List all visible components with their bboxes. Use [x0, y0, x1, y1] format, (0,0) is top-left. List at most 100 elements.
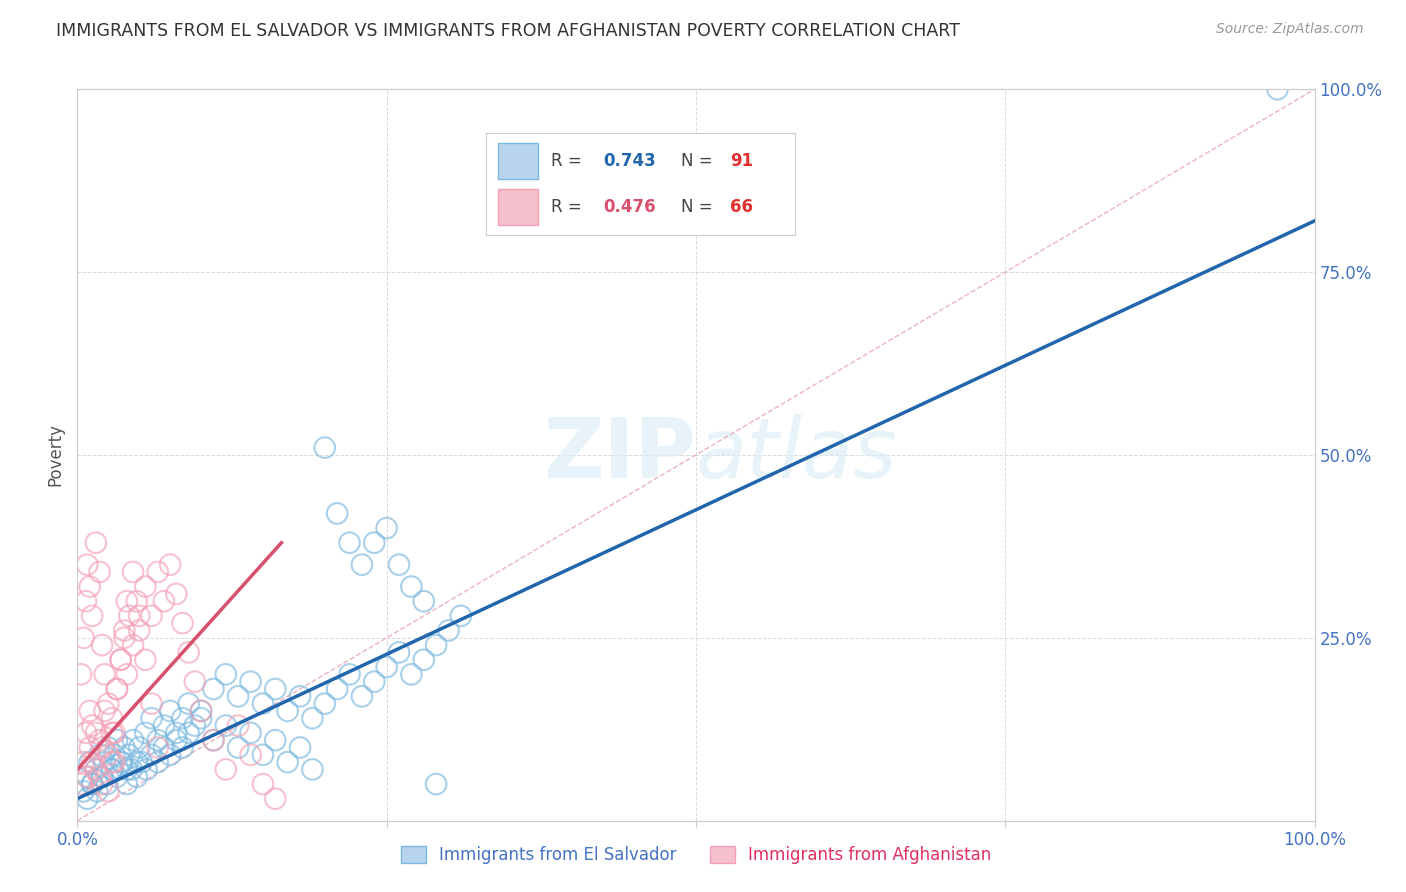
Point: [277, 755, 299, 769]
Point: [89, 733, 111, 747]
Text: 0.743: 0.743: [603, 152, 657, 169]
Legend: Immigrants from El Salvador, Immigrants from Afghanistan: Immigrants from El Salvador, Immigrants …: [394, 839, 998, 871]
Point: [425, 638, 447, 652]
Point: [165, 587, 187, 601]
Point: [177, 645, 200, 659]
Point: [101, 711, 124, 725]
Point: [84, 535, 107, 549]
Point: [450, 608, 472, 623]
Point: [131, 755, 153, 769]
Text: N =: N =: [681, 152, 717, 169]
Point: [97, 740, 120, 755]
Point: [128, 740, 150, 755]
Bar: [498, 144, 538, 179]
Point: [110, 653, 132, 667]
Point: [84, 726, 107, 740]
Point: [141, 697, 163, 711]
Point: [105, 733, 128, 747]
Point: [101, 763, 124, 777]
Point: [184, 718, 207, 732]
Point: [425, 777, 447, 791]
Point: [363, 674, 385, 689]
Point: [101, 726, 124, 740]
Point: [135, 763, 157, 777]
Point: [121, 763, 143, 777]
Point: [388, 645, 411, 659]
Point: [76, 770, 98, 784]
Point: [134, 580, 156, 594]
Point: [134, 726, 156, 740]
Point: [252, 697, 274, 711]
Point: [103, 755, 125, 769]
Point: [96, 777, 118, 791]
Point: [153, 718, 176, 732]
Text: R =: R =: [551, 198, 586, 216]
Point: [146, 740, 169, 755]
Point: [89, 747, 111, 762]
Point: [350, 690, 373, 704]
Point: [76, 791, 98, 805]
Point: [125, 770, 148, 784]
Point: [97, 784, 120, 798]
Point: [153, 594, 176, 608]
Point: [239, 674, 262, 689]
Point: [72, 784, 94, 798]
Point: [115, 667, 138, 681]
Point: [76, 558, 98, 572]
Point: [159, 558, 181, 572]
Point: [101, 755, 124, 769]
Point: [412, 653, 434, 667]
Point: [172, 711, 194, 725]
Y-axis label: Poverty: Poverty: [46, 424, 65, 486]
Point: [115, 777, 138, 791]
Text: N =: N =: [681, 198, 717, 216]
Point: [97, 747, 120, 762]
Point: [91, 770, 114, 784]
Point: [79, 740, 101, 755]
Point: [82, 777, 104, 791]
Point: [75, 594, 97, 608]
Point: [375, 660, 398, 674]
Point: [165, 733, 187, 747]
Point: [112, 631, 135, 645]
Point: [128, 608, 150, 623]
Point: [239, 726, 262, 740]
Point: [190, 711, 212, 725]
Point: [388, 558, 411, 572]
Point: [122, 733, 145, 747]
Point: [70, 667, 93, 681]
Point: [252, 777, 274, 791]
Point: [125, 755, 148, 769]
Point: [190, 704, 212, 718]
Point: [252, 747, 274, 762]
Point: [82, 755, 104, 769]
Point: [437, 624, 460, 638]
Point: [226, 740, 249, 755]
Text: 66: 66: [730, 198, 754, 216]
Point: [118, 608, 141, 623]
Point: [89, 565, 111, 579]
Point: [215, 763, 238, 777]
Point: [165, 726, 187, 740]
Point: [115, 763, 138, 777]
Point: [215, 667, 238, 681]
Point: [125, 594, 148, 608]
Point: [112, 624, 135, 638]
Point: [226, 690, 249, 704]
Point: [146, 565, 169, 579]
Point: [1267, 82, 1289, 96]
Point: [314, 697, 336, 711]
Point: [239, 747, 262, 762]
Point: [184, 674, 207, 689]
Point: [153, 740, 176, 755]
Point: [401, 580, 423, 594]
Point: [105, 681, 128, 696]
Point: [172, 616, 194, 631]
Point: [146, 755, 169, 769]
Point: [202, 733, 225, 747]
Point: [72, 631, 94, 645]
Point: [84, 763, 107, 777]
Point: [82, 777, 104, 791]
Point: [141, 711, 163, 725]
Point: [111, 755, 134, 769]
